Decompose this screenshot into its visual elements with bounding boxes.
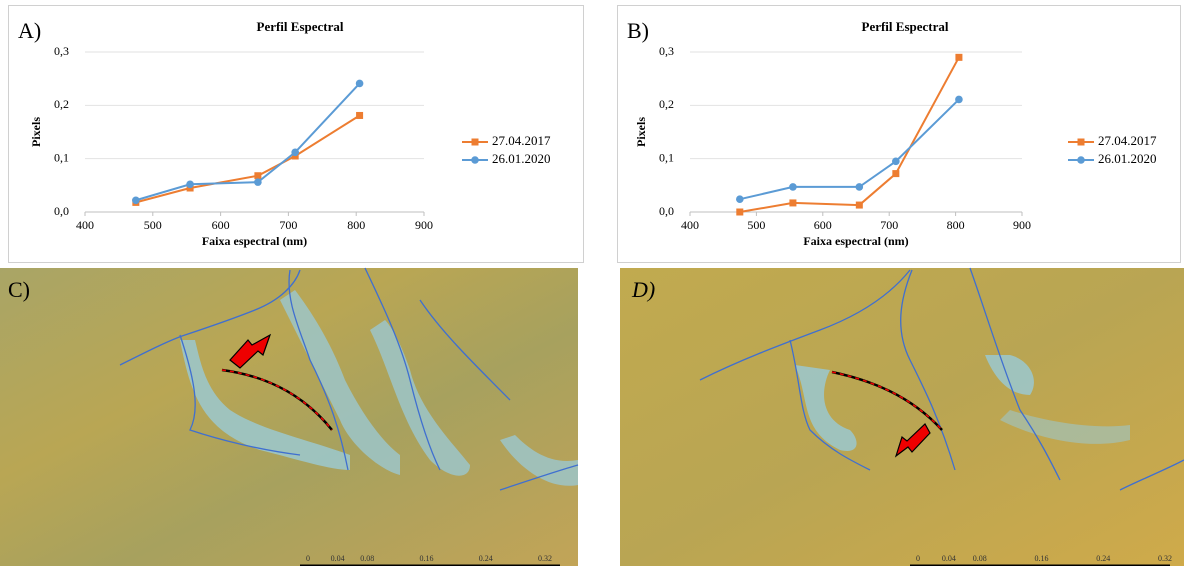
x-tick-label: 500 (747, 218, 765, 232)
marker (254, 172, 261, 179)
satellite-image (0, 268, 578, 566)
scale-label: 0.04 (331, 554, 345, 563)
y-tick-label: 0,1 (659, 150, 674, 164)
marker (736, 209, 743, 216)
page: A) Perfil Espectral 0,0 0,1 0,2 0,3 400 500 600 7… (0, 0, 1184, 566)
legend-marker (471, 156, 479, 164)
panel-label: D) (631, 277, 655, 302)
y-tick-label: 0,3 (54, 44, 69, 58)
scale-label: 0.16 (1035, 554, 1049, 563)
x-tick-label: 400 (76, 218, 94, 232)
marker (892, 170, 899, 177)
panel-label: C) (8, 277, 30, 302)
x-tick-label: 500 (144, 218, 162, 232)
scale-label: 0.24 (479, 554, 493, 563)
legend-label: 27.04.2017 (492, 133, 551, 148)
scale-label: 0.32 (1158, 554, 1172, 563)
scale-label: 0.08 (360, 554, 374, 563)
x-axis-label: Faixa espectral (nm) (803, 234, 908, 248)
scale-label: 0.32 (538, 554, 552, 563)
legend-label: 26.01.2020 (492, 151, 551, 166)
y-tick-label: 0,2 (54, 97, 69, 111)
chart-title: Perfil Espectral (862, 19, 949, 34)
x-tick-label: 700 (279, 218, 297, 232)
y-tick-label: 0,0 (54, 204, 69, 218)
marker (356, 80, 364, 88)
legend-marker (472, 139, 479, 146)
x-axis-label: Faixa espectral (nm) (202, 234, 307, 248)
legend-marker (1078, 139, 1085, 146)
legend-marker (1077, 156, 1085, 164)
scale-label: 0 (306, 554, 310, 563)
satellite-image (620, 268, 1184, 566)
scale-label: 0.04 (942, 554, 956, 563)
marker (736, 195, 744, 203)
marker (892, 158, 900, 166)
marker (955, 96, 963, 104)
x-tick-label: 700 (880, 218, 898, 232)
x-tick-label: 900 (1013, 218, 1031, 232)
marker (856, 183, 864, 191)
y-axis-label: Pixels (29, 117, 43, 147)
x-tick-label: 800 (347, 218, 365, 232)
y-tick-label: 0,3 (659, 44, 674, 58)
marker (291, 148, 299, 156)
y-tick-label: 0,0 (659, 204, 674, 218)
scale-label: 0.24 (1096, 554, 1110, 563)
chart-title: Perfil Espectral (257, 19, 344, 34)
y-tick-label: 0,1 (54, 150, 69, 164)
y-axis-label: Pixels (634, 117, 648, 147)
figure: A) Perfil Espectral 0,0 0,1 0,2 0,3 400 500 600 7… (0, 0, 1184, 566)
marker (856, 202, 863, 209)
x-tick-label: 600 (814, 218, 832, 232)
x-tick-label: 900 (415, 218, 433, 232)
x-tick-label: 400 (681, 218, 699, 232)
scale-label: 0 (916, 554, 920, 563)
y-tick-label: 0,2 (659, 97, 674, 111)
panel-label: B) (627, 18, 649, 43)
scale-label: 0.08 (973, 554, 987, 563)
chart-frame (618, 6, 1181, 263)
x-tick-label: 600 (212, 218, 230, 232)
marker (789, 199, 796, 206)
marker (186, 180, 194, 188)
marker (955, 54, 962, 61)
legend-label: 26.01.2020 (1098, 151, 1157, 166)
marker (254, 178, 262, 186)
legend-label: 27.04.2017 (1098, 133, 1157, 148)
marker (132, 196, 140, 204)
x-tick-label: 800 (947, 218, 965, 232)
marker (789, 183, 797, 191)
marker (356, 112, 363, 119)
panel-label: A) (18, 18, 41, 43)
scale-label: 0.16 (420, 554, 434, 563)
